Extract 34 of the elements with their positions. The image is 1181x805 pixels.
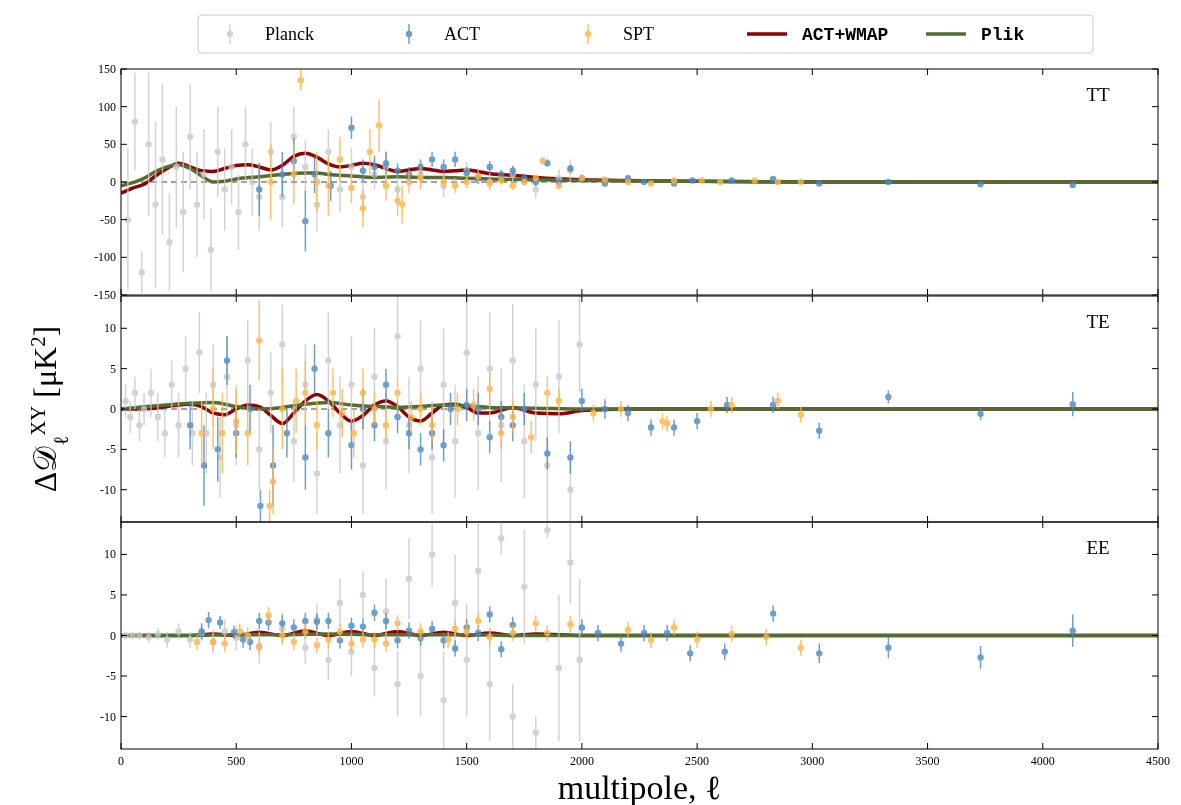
x-tick-label: 1500 — [454, 754, 479, 768]
x-tick-label: 500 — [227, 754, 246, 768]
x-tick-label: 1000 — [339, 754, 364, 768]
y-tick-label: 0 — [110, 175, 116, 189]
x-tick-label: 2500 — [685, 754, 710, 768]
text: TT — [1086, 84, 1110, 105]
x-tick-label: 3500 — [915, 754, 940, 768]
y-tick-label: 5 — [110, 361, 116, 376]
y-tick-label: -10 — [100, 709, 116, 724]
legend-label: ACT — [444, 24, 480, 44]
y-tick-label: -5 — [106, 669, 116, 684]
y-tick-label: -100 — [94, 250, 116, 265]
y-tick-label: 100 — [98, 99, 116, 114]
y-tick-label: 10 — [104, 547, 116, 562]
x-tick-label: 4500 — [1146, 754, 1170, 768]
y-tick-label: 5 — [110, 587, 116, 602]
x-tick-label: 4000 — [1030, 754, 1055, 768]
y-tick-label: -10 — [100, 482, 116, 497]
y-tick-label: -5 — [106, 442, 116, 457]
y-tick-label: 150 — [98, 62, 116, 76]
legend-label: SPT — [623, 24, 655, 44]
x-tick-label: 2000 — [569, 754, 594, 768]
text: TE — [1086, 311, 1110, 332]
legend-label: Planck — [265, 24, 314, 44]
y-tick-label: -150 — [94, 288, 116, 302]
legend-label: Plik — [981, 25, 1025, 45]
y-tick-label: 0 — [110, 628, 116, 643]
y-tick-label: 10 — [104, 321, 116, 336]
text: EE — [1086, 537, 1110, 558]
y-tick-label: -50 — [100, 212, 116, 227]
y-tick-label: 50 — [104, 137, 116, 152]
x-tick-label: 3000 — [800, 754, 825, 768]
legend-label: ACT+WMAP — [802, 25, 889, 45]
y-tick-label: 0 — [110, 402, 116, 416]
